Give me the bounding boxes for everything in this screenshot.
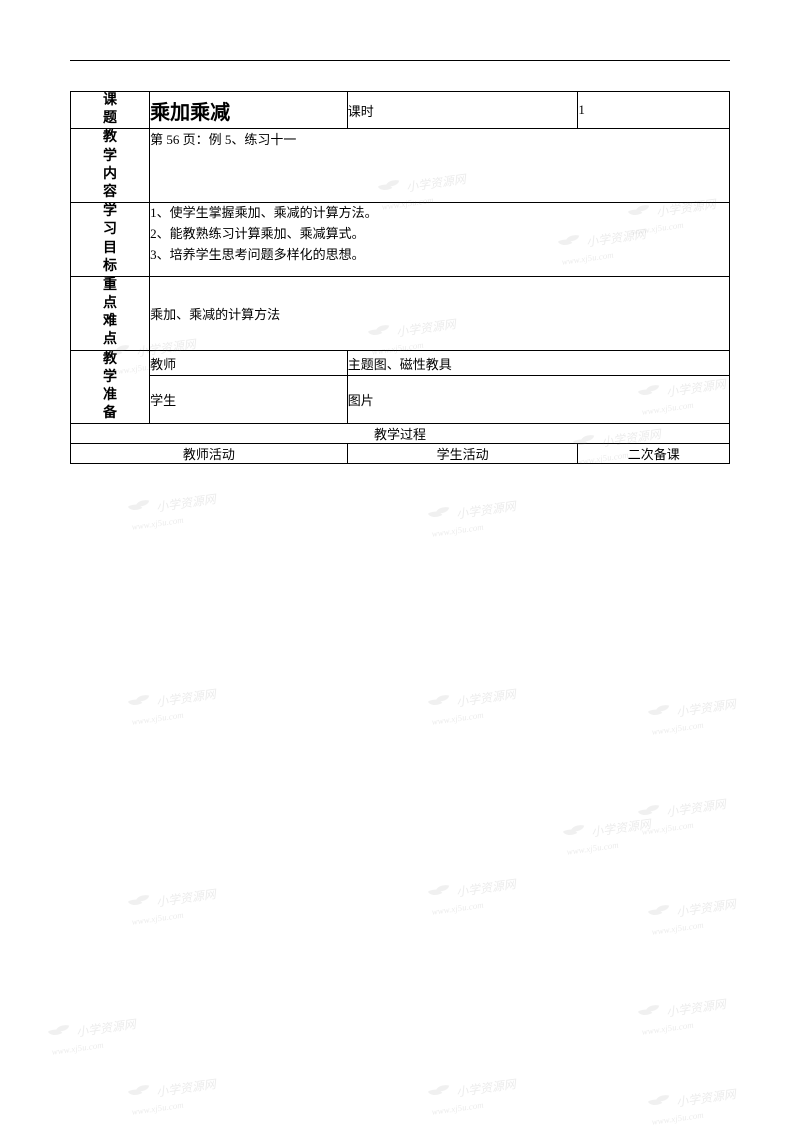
col-teacher-activity: 教师活动 [71, 444, 348, 464]
prep-student-label: 学生 [150, 376, 348, 424]
prep-student-content: 图片 [347, 376, 729, 424]
col-student-activity: 学生活动 [347, 444, 578, 464]
col-second-prep: 二次备课 [578, 444, 730, 464]
watermark: 小学资源网www.xj5u.com [563, 814, 654, 859]
top-divider [70, 60, 730, 61]
objectives-label: 学习目标 [71, 203, 150, 277]
watermark: 小学资源网www.xj5u.com [648, 894, 739, 939]
objective-1: 1、使学生掌握乘加、乘减的计算方法。 [150, 203, 729, 224]
lesson-plan-table: 课题 乘加乘减 课时 1 教学内容 第 56 页：例 5、练习十一 学习目标 1… [70, 91, 730, 464]
objective-2: 2、能教熟练习计算乘加、乘减算式。 [150, 224, 729, 245]
watermark: 小学资源网www.xj5u.com [428, 496, 519, 541]
topic-title: 乘加乘减 [150, 92, 348, 129]
watermark: 小学资源网www.xj5u.com [128, 1074, 219, 1119]
period-label: 课时 [347, 92, 578, 129]
watermark: 小学资源网www.xj5u.com [638, 794, 729, 839]
objective-3: 3、培养学生思考问题多样化的思想。 [150, 245, 729, 266]
keypoints-label: 重点难点 [71, 276, 150, 350]
watermark: 小学资源网www.xj5u.com [128, 684, 219, 729]
content-label: 教学内容 [71, 129, 150, 203]
content-value: 第 56 页：例 5、练习十一 [150, 129, 730, 203]
watermark: 小学资源网www.xj5u.com [428, 1074, 519, 1119]
watermark: 小学资源网www.xj5u.com [428, 684, 519, 729]
watermark: 小学资源网www.xj5u.com [428, 874, 519, 919]
watermark: 小学资源网www.xj5u.com [128, 489, 219, 534]
watermark: 小学资源网www.xj5u.com [48, 1014, 139, 1059]
watermark: 小学资源网www.xj5u.com [638, 994, 729, 1039]
watermark: 小学资源网www.xj5u.com [648, 1084, 739, 1129]
process-header: 教学过程 [71, 424, 730, 444]
watermark: 小学资源网www.xj5u.com [128, 884, 219, 929]
topic-label: 课题 [71, 92, 150, 129]
keypoints-value: 乘加、乘减的计算方法 [150, 276, 730, 350]
period-value: 1 [578, 92, 730, 129]
prep-teacher-label: 教师 [150, 350, 348, 376]
prep-teacher-content: 主题图、磁性教具 [347, 350, 729, 376]
watermark: 小学资源网www.xj5u.com [648, 694, 739, 739]
preparation-label: 教学准备 [71, 350, 150, 424]
objectives-value: 1、使学生掌握乘加、乘减的计算方法。 2、能教熟练习计算乘加、乘减算式。 3、培… [150, 203, 730, 277]
